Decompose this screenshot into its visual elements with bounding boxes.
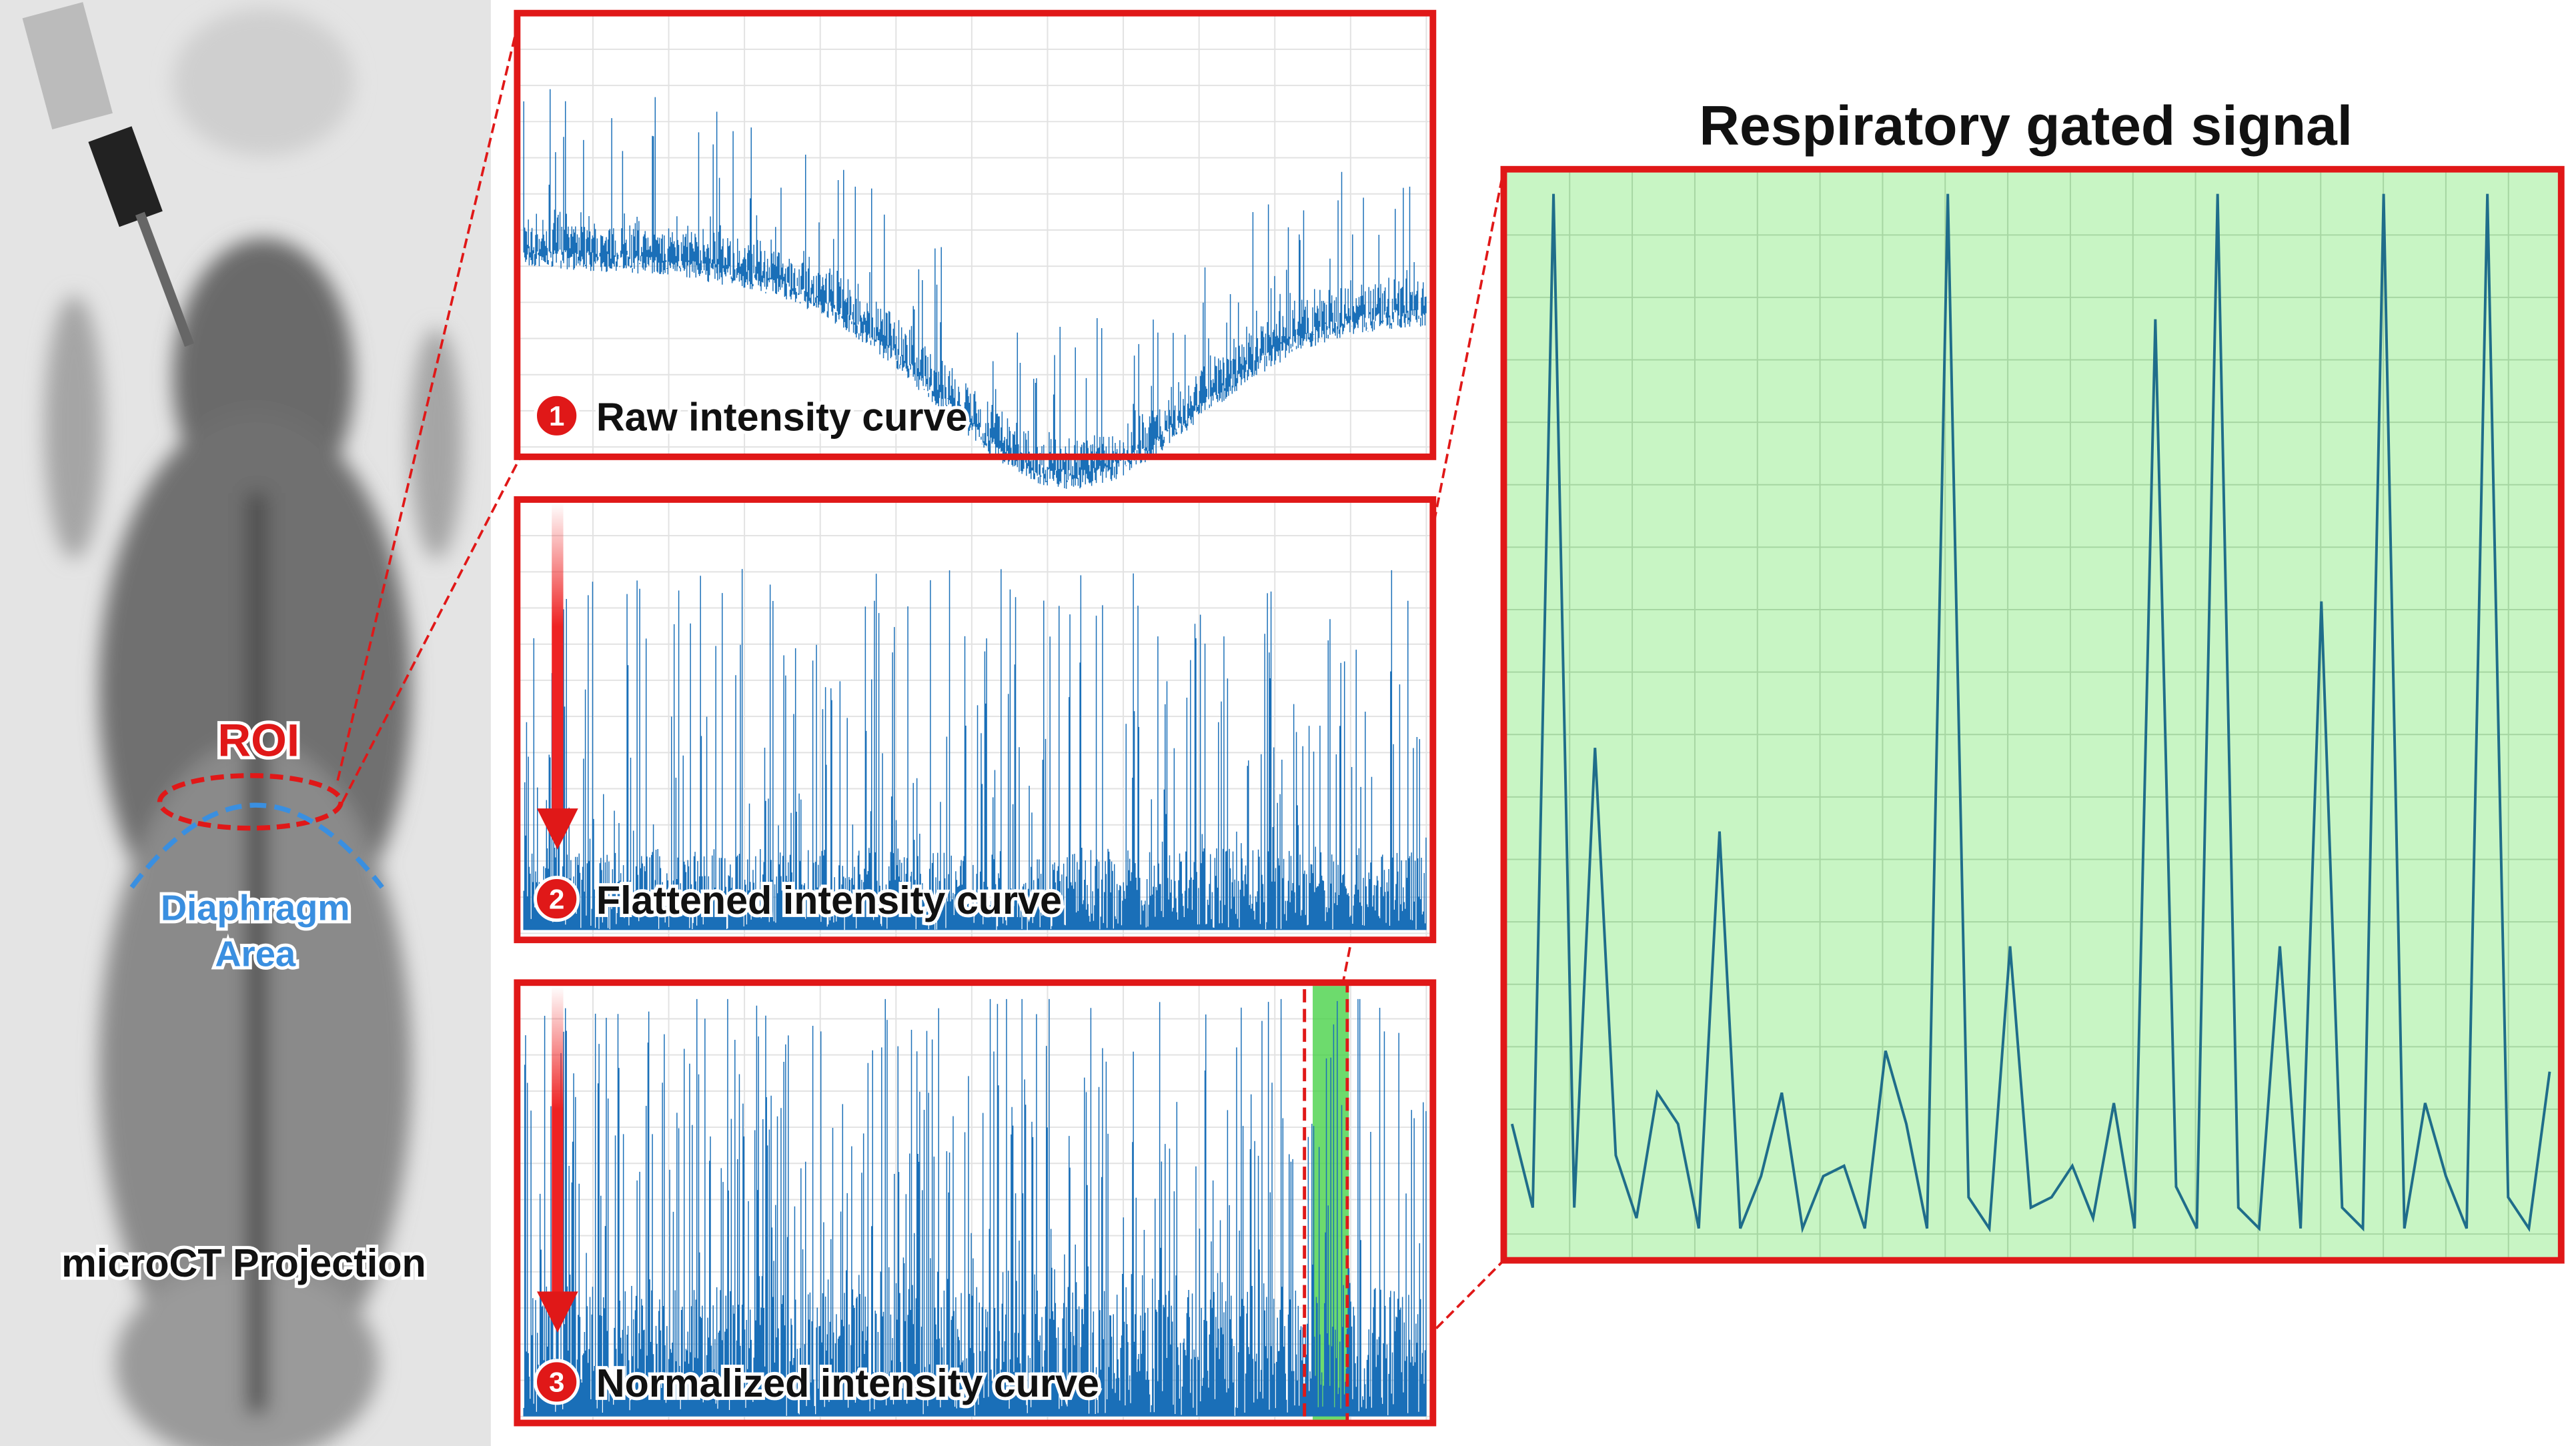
step-number: 3 xyxy=(549,1367,564,1398)
gated-panel-border xyxy=(1500,165,2565,1264)
arrow-head xyxy=(536,808,578,850)
gated-panel xyxy=(1507,172,2558,1257)
curve xyxy=(523,998,1427,1417)
diaphragm-label: Area xyxy=(215,934,296,974)
panel-border xyxy=(514,496,1437,944)
diaphragm-label: Diaphragm xyxy=(161,888,350,928)
roi-label: ROI xyxy=(217,714,299,766)
projection-caption: microCT Projection xyxy=(61,1241,426,1285)
arrow-shaft xyxy=(552,986,564,1295)
panel xyxy=(517,13,1433,457)
step-badge xyxy=(534,876,580,922)
roi-outline xyxy=(157,773,344,831)
panels: 1 Raw intensity curve 2 Flattened intensity… xyxy=(514,9,2565,1427)
projection-image xyxy=(0,0,491,1446)
arrow-head xyxy=(536,1291,578,1333)
diaphragm-outline xyxy=(129,802,384,889)
panel-border xyxy=(514,9,1437,460)
gated-signal-line xyxy=(1510,193,2551,1234)
panel-border xyxy=(514,979,1437,1427)
step-label: Raw intensity curve xyxy=(596,395,968,440)
step-label: Normalized intensity curve xyxy=(596,1361,1099,1405)
step-number: 1 xyxy=(549,400,564,432)
selection-outline xyxy=(1303,980,1349,1425)
panel xyxy=(517,499,1433,940)
curve xyxy=(523,569,1427,930)
arrow-shaft xyxy=(552,502,564,812)
step-number: 2 xyxy=(549,883,564,914)
step-badge xyxy=(534,392,580,439)
gated-title: Respiratory gated signal xyxy=(1699,94,2353,157)
step-badge xyxy=(534,1359,580,1405)
step-label: Flattened intensity curve xyxy=(596,878,1062,922)
